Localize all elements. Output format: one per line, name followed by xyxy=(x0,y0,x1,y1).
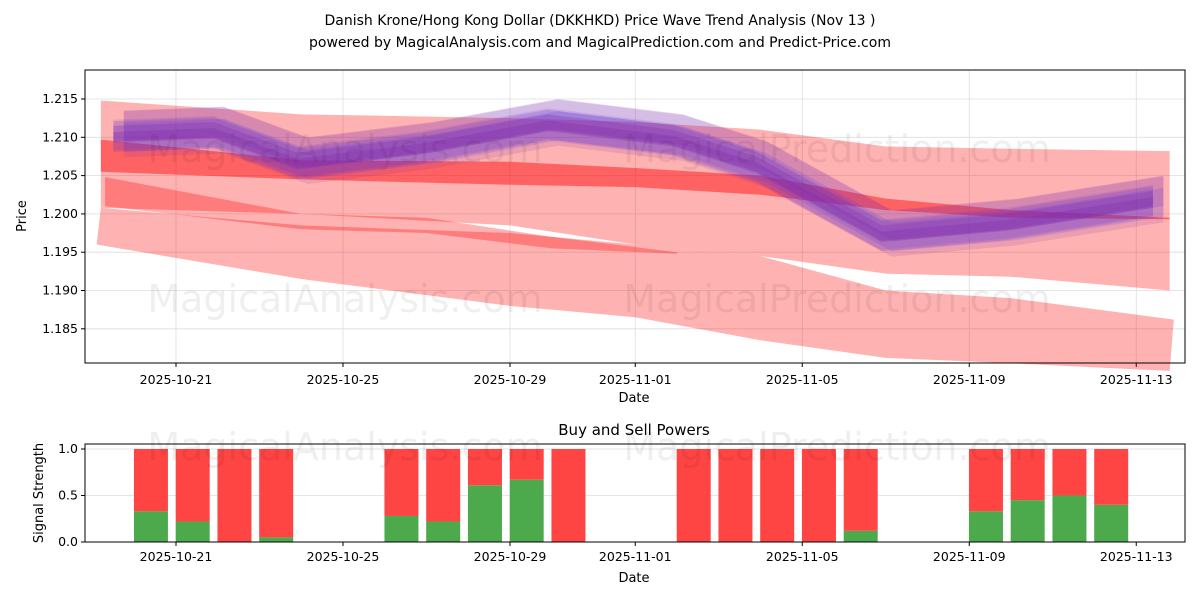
sell-bar xyxy=(1052,449,1087,496)
plot-frame xyxy=(84,69,1186,364)
wave-band xyxy=(123,99,1164,241)
buy-bar xyxy=(1094,504,1129,542)
wave-band xyxy=(123,99,1164,257)
y-tick-label: 1.0 xyxy=(58,441,78,456)
sell-bar xyxy=(426,449,461,522)
watermark: MagicalAnalysis.com xyxy=(147,277,542,321)
sell-bar xyxy=(968,449,1003,512)
sell-bar xyxy=(760,449,795,542)
x-axis-label: Date xyxy=(618,571,649,586)
y-tick-label: 0.0 xyxy=(58,534,78,549)
buy-bar xyxy=(467,485,502,542)
y-tick-label: 1.210 xyxy=(42,129,78,144)
watermark: MagicalAnalysis.com xyxy=(147,127,542,171)
x-tick-label: 2025-10-21 xyxy=(140,372,213,387)
buy-bar xyxy=(968,511,1003,542)
x-tick-label: 2025-10-29 xyxy=(474,372,547,387)
sell-bar xyxy=(217,449,252,542)
sell-bar xyxy=(133,449,168,512)
buy-bar xyxy=(1010,500,1045,542)
wave-band xyxy=(113,109,1153,252)
wave-band xyxy=(113,120,1153,241)
y-tick-label: 1.185 xyxy=(42,321,78,336)
watermark: MagicalPrediction.com xyxy=(623,425,1051,469)
sell-bar xyxy=(384,449,419,516)
y-tick-label: 1.215 xyxy=(42,91,78,106)
buy-bar xyxy=(384,515,419,542)
sell-bar xyxy=(509,449,544,480)
sell-bar xyxy=(259,449,294,538)
red-forecast-band xyxy=(100,139,1170,220)
x-tick-label: 2025-11-01 xyxy=(599,549,672,564)
x-tick-label: 2025-11-13 xyxy=(1100,372,1173,387)
watermark: MagicalPrediction.com xyxy=(623,277,1051,321)
x-tick-label: 2025-10-29 xyxy=(474,549,547,564)
y-tick-label: 1.190 xyxy=(42,283,78,298)
red-forecast-band xyxy=(96,207,1174,371)
wave-band xyxy=(113,108,1153,250)
price-chart: 1.185 1.190 1.195 1.200 1.205 1.210 1.215 2025-… xyxy=(42,69,1186,387)
signal-chart-title: Buy and Sell Powers xyxy=(558,421,710,439)
x-tick-label: 2025-11-05 xyxy=(766,549,839,564)
buy-bar xyxy=(509,479,544,542)
buy-bar xyxy=(1052,495,1087,542)
y-tick-label: 1.205 xyxy=(42,168,78,183)
buy-bar xyxy=(133,511,168,542)
sell-bar xyxy=(843,449,878,531)
x-tick-label: 2025-11-09 xyxy=(933,549,1006,564)
x-tick-label: 2025-11-01 xyxy=(599,372,672,387)
chart-title: Danish Krone/Hong Kong Dollar (DKKHKD) P… xyxy=(325,13,876,29)
buy-bar xyxy=(426,521,461,542)
sell-bar xyxy=(1010,449,1045,501)
x-tick-label: 2025-10-21 xyxy=(140,549,213,564)
y-tick-label: 0.5 xyxy=(58,488,78,503)
x-axis-label: Date xyxy=(618,391,649,406)
x-tick-label: 2025-10-25 xyxy=(307,372,380,387)
x-tick-label: 2025-11-05 xyxy=(766,372,839,387)
buy-bar xyxy=(843,530,878,542)
plot-frame xyxy=(84,443,1186,543)
sell-bar xyxy=(801,449,836,542)
sell-bar xyxy=(467,449,502,486)
x-tick-label: 2025-11-13 xyxy=(1100,549,1173,564)
y-axis-label: Signal Strength xyxy=(32,443,47,543)
sell-bar xyxy=(676,449,711,542)
sell-bar xyxy=(551,449,586,542)
y-axis-label: Price xyxy=(15,200,30,232)
y-tick-label: 1.195 xyxy=(42,244,78,259)
sell-bar xyxy=(175,449,210,522)
sell-bar xyxy=(718,449,753,542)
watermark: MagicalAnalysis.com xyxy=(147,425,542,469)
red-forecast-band xyxy=(105,177,677,254)
buy-bar xyxy=(175,521,210,542)
wave-band xyxy=(113,114,1153,243)
x-tick-label: 2025-10-25 xyxy=(307,549,380,564)
chart-subtitle: powered by MagicalAnalysis.com and Magic… xyxy=(309,35,891,51)
watermark: MagicalPrediction.com xyxy=(623,127,1051,171)
x-tick-label: 2025-11-09 xyxy=(933,372,1006,387)
red-forecast-band xyxy=(100,100,1170,291)
wave-band xyxy=(123,111,1164,252)
buy-bar xyxy=(259,537,294,542)
y-tick-label: 1.200 xyxy=(42,206,78,221)
sell-bar xyxy=(1094,449,1129,505)
signal-chart: 0.0 0.5 1.0 2025-10-21 2025-10-25 2025-10-29 2… xyxy=(58,441,1186,564)
